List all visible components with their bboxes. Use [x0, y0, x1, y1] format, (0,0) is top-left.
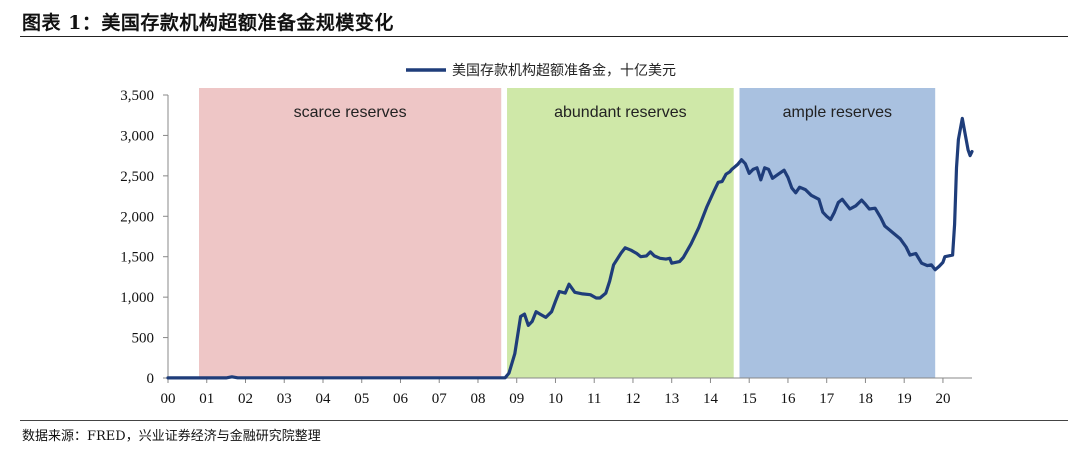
- y-tick-label: 3,500: [120, 88, 154, 104]
- x-tick-label: 14: [703, 391, 719, 407]
- x-tick-label: 12: [625, 391, 640, 407]
- x-tick-label: 18: [858, 391, 873, 407]
- figure-title: 图表 1：美国存款机构超额准备金规模变化: [22, 12, 394, 34]
- title-rule: [20, 36, 1068, 37]
- x-tick-label: 11: [587, 391, 601, 407]
- band-2: [739, 88, 936, 378]
- legend: 美国存款机构超额准备金，十亿美元: [406, 62, 676, 79]
- x-tick-label: 15: [742, 391, 757, 407]
- x-tick-label: 09: [509, 391, 524, 407]
- x-tick-label: 01: [199, 391, 214, 407]
- band-0: [198, 88, 502, 378]
- x-tick-label: 02: [238, 391, 253, 407]
- x-tick-label: 03: [277, 391, 292, 407]
- x-tick-label: 06: [393, 391, 409, 407]
- x-tick-label: 07: [432, 391, 448, 407]
- series-line-0: [166, 116, 974, 380]
- y-tick-label: 1,000: [120, 290, 154, 306]
- x-tick-label: 16: [780, 391, 796, 407]
- x-tick-label: 17: [819, 391, 835, 407]
- x-tick-label: 13: [664, 391, 679, 407]
- y-tick-label: 500: [132, 331, 155, 347]
- x-tick-label: 08: [470, 391, 485, 407]
- x-tick-label: 19: [897, 391, 912, 407]
- phase-bands: scarce reserves abundant reserves ample re…: [198, 88, 936, 378]
- source-rule: [20, 420, 1068, 421]
- series-layer: [166, 116, 974, 380]
- x-tick-label: 20: [935, 391, 950, 407]
- band-1: [507, 88, 734, 378]
- x-tick-label: 00: [161, 391, 176, 407]
- y-tick-label: 2,500: [120, 169, 154, 185]
- x-axis: 00 01 02 03 04 05 06 07 08 09 10 11 12 13 14 15 16 17 18 19…: [161, 377, 972, 407]
- band-label-0: scarce reserves: [294, 104, 407, 121]
- x-tick-label: 05: [354, 391, 369, 407]
- y-axis: 0 500 1,000 1,500 2,000 2,500 3,000 3,500: [120, 88, 169, 387]
- chart: scarce reserves abundant reserves ample re…: [120, 62, 974, 407]
- y-tick-label: 1,500: [120, 250, 154, 266]
- y-tick-label: 0: [147, 371, 155, 387]
- source-note: 数据来源：FRED，兴业证券经济与金融研究院整理: [22, 429, 321, 444]
- y-tick-label: 3,000: [120, 128, 154, 144]
- legend-label: 美国存款机构超额准备金，十亿美元: [452, 62, 676, 79]
- x-tick-label: 10: [548, 391, 563, 407]
- x-tick-label: 04: [315, 391, 331, 407]
- band-label-2: ample reserves: [783, 104, 892, 121]
- y-tick-label: 2,000: [120, 209, 154, 225]
- band-label-1: abundant reserves: [554, 104, 687, 121]
